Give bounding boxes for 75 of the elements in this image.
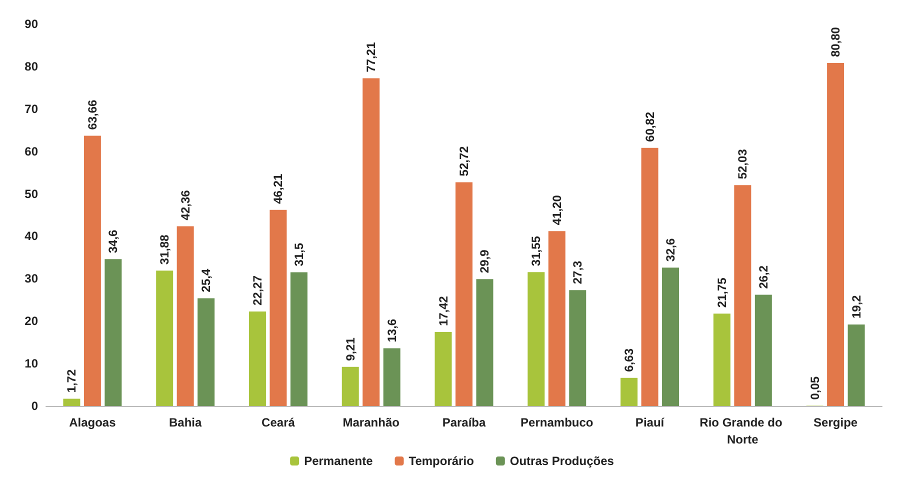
data-label: 31,55 [529,236,544,266]
data-label: 0,05 [808,376,822,400]
bar [362,78,380,406]
bar [620,378,638,406]
x-tick-label: Pernambuco [520,416,594,430]
y-tick-label: 20 [24,314,38,328]
bar [342,366,359,406]
bar [176,226,194,406]
data-label: 29,9 [478,249,492,274]
data-label: 41,20 [550,194,564,226]
bar [641,148,658,406]
x-tick-label: Bahia [168,416,202,430]
data-label: 17,42 [436,296,450,326]
data-label: 42,36 [178,190,192,220]
bar [104,259,122,406]
data-label: 32,6 [664,238,678,262]
data-label: 31,88 [158,234,172,265]
data-label: 25,4 [199,268,214,292]
data-label: 77,21 [364,42,378,72]
x-tick-label: Paraíba [442,416,486,430]
bar [156,270,174,406]
bar [754,294,772,406]
data-label: 22,27 [250,275,264,306]
bar [84,136,101,406]
legend-label: Outras Produções [510,454,614,468]
data-label: 60,82 [642,111,657,142]
data-label: 52,72 [457,146,471,176]
x-tick-label: Rio Grande do Norte [700,416,786,446]
bar [713,314,730,406]
bar [290,272,308,406]
bar [569,290,586,406]
y-tick-label: 0 [31,399,38,413]
bar [528,272,545,406]
bar [434,332,452,406]
y-tick-label: 10 [24,356,38,371]
data-label: 1,72 [64,369,79,393]
bar [734,185,752,406]
y-tick-label: 40 [24,229,38,244]
x-tick-label: Piauí [635,416,665,430]
data-label: 21,75 [714,277,729,308]
y-tick-label: 70 [24,102,38,116]
data-label: 26,2 [756,265,770,289]
y-tick-label: 90 [24,17,38,31]
data-label: 19,2 [849,294,864,319]
data-label: 63,66 [85,99,100,130]
bar [198,298,215,406]
bar [848,324,865,406]
y-tick-label: 50 [24,186,38,201]
data-label: 9,21 [343,337,358,361]
bar [548,231,566,406]
y-tick-label: 60 [24,144,38,158]
legend-label: Temporário [408,454,474,468]
y-tick-label: 30 [24,272,38,286]
y-tick-label: 80 [24,59,38,74]
x-tick-label: Maranhão [342,416,400,430]
data-label: 80,80 [828,26,843,58]
data-label: 13,6 [384,318,399,342]
bar [662,268,680,406]
data-label: 27,3 [570,260,585,284]
data-label: 34,6 [106,229,120,254]
data-label: 46,21 [271,174,286,204]
bar [270,210,287,406]
bar [383,348,400,406]
data-label: 31,5 [292,242,306,266]
x-tick-label: Ceará [262,416,296,430]
legend-label: Permanente [304,454,374,468]
data-label: 6,63 [622,348,636,372]
x-tick-label: Alagoas [69,416,116,430]
bar [476,279,494,406]
data-label: 52,03 [736,148,750,180]
x-tick-label: Sergipe [814,416,858,430]
bar [248,311,266,406]
bar [456,182,472,406]
bar [63,398,80,406]
bar [827,63,844,406]
